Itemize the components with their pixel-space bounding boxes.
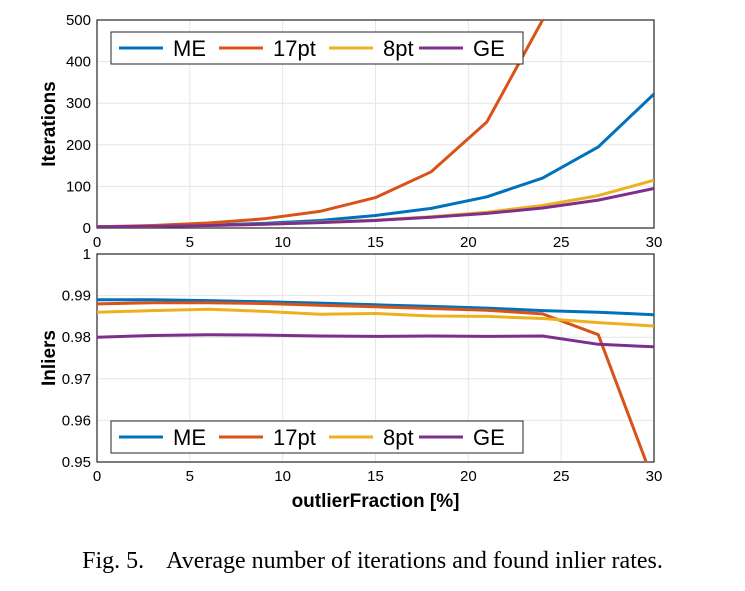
series-line-ge [97,333,654,349]
legend-label-ge: GE [473,36,505,61]
caption-label: Fig. 5. [82,548,145,574]
legend-label-8pt: 8pt [383,36,414,61]
iterations-y-axis-label: Iterations [39,81,60,167]
legend-label-8pt: 8pt [383,425,414,450]
iterations-x-ticks: 0 5 10 15 20 25 30 [93,234,663,251]
x-tick-label: 20 [460,468,477,485]
x-tick-label: 20 [460,234,477,251]
inliers-chart: 0 5 10 15 20 25 30 0.95 0.96 0.97 0.98 0… [39,246,662,512]
iterations-plot-frame [96,19,655,229]
iterations-chart: 0 5 10 15 20 25 30 0 100 200 300 400 500… [39,12,662,251]
x-tick-label: 10 [274,468,291,485]
iterations-y-ticks: 0 100 200 300 400 500 [66,12,91,237]
iterations-legend: ME 17pt 8pt GE [110,31,524,65]
x-tick-label: 25 [553,468,570,485]
y-tick-label: 0.95 [62,454,91,471]
legend-label-17pt: 17pt [273,36,316,61]
y-tick-label: 500 [66,12,91,29]
iterations-series [97,20,654,228]
x-tick-label: 5 [186,468,194,485]
inliers-series [97,298,654,462]
y-tick-label: 0.96 [62,412,91,429]
y-tick-label: 0.98 [62,329,91,346]
y-tick-label: 100 [66,178,91,195]
x-tick-label: 25 [553,234,570,251]
series-line-me [97,298,654,317]
x-tick-label: 15 [367,468,384,485]
x-tick-label: 10 [274,234,291,251]
inliers-plot-frame [96,253,655,463]
inliers-y-ticks: 0.95 0.96 0.97 0.98 0.99 1 [62,246,91,471]
y-tick-label: 1 [83,246,91,263]
inliers-x-ticks: 0 5 10 15 20 25 30 [93,468,663,485]
inliers-x-axis-label: outlierFraction [%] [292,491,460,512]
y-tick-label: 400 [66,54,91,71]
y-tick-label: 300 [66,95,91,112]
x-tick-label: 0 [93,234,101,251]
y-tick-label: 0.97 [62,371,91,388]
x-tick-label: 30 [646,234,663,251]
legend-label-me: ME [173,36,206,61]
y-tick-label: 0.99 [62,288,91,305]
legend-label-ge: GE [473,425,505,450]
legend-label-me: ME [173,425,206,450]
x-tick-label: 5 [186,234,194,251]
x-tick-label: 30 [646,468,663,485]
figure-caption: Fig. 5. Average number of iterations and … [0,548,745,575]
y-tick-label: 0 [83,220,91,237]
x-tick-label: 15 [367,234,384,251]
series-line-ge [97,187,654,228]
caption-text: Average number of iterations and found i… [166,548,663,574]
inliers-y-axis-label: Inliers [39,330,60,386]
x-tick-label: 0 [93,468,101,485]
inliers-legend: ME 17pt 8pt GE [110,420,524,454]
legend-label-17pt: 17pt [273,425,316,450]
y-tick-label: 200 [66,137,91,154]
series-line-8pt [97,307,654,328]
